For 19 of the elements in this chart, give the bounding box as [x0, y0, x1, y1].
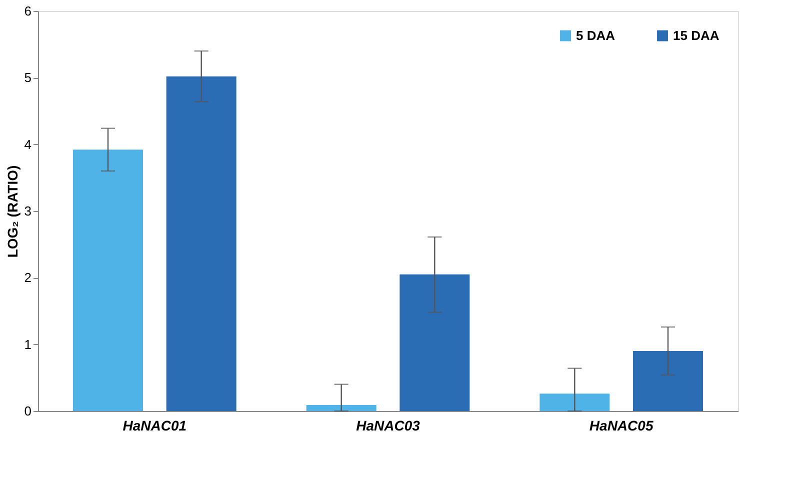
- x-tick-label: HaNAC05: [589, 418, 654, 434]
- y-tick-label: 1: [24, 336, 32, 352]
- bar: [400, 274, 470, 411]
- x-tick-label: HaNAC01: [122, 418, 187, 434]
- y-axis-title: LOG₂ (RATIO): [4, 165, 20, 258]
- x-tick-label: HaNAC03: [356, 418, 420, 434]
- legend-label: 15 DAA: [673, 28, 720, 43]
- y-tick-label: 3: [24, 204, 32, 218]
- y-tick-label: 4: [24, 136, 32, 152]
- bar: [633, 351, 703, 411]
- y-tick-label: 0: [24, 404, 32, 418]
- y-tick-label: 5: [24, 70, 32, 86]
- y-tick-label: 2: [24, 270, 32, 286]
- bar: [306, 405, 376, 411]
- bar: [73, 150, 143, 411]
- bar: [540, 394, 610, 411]
- legend-label: 5 DAA: [576, 28, 616, 43]
- bar: [166, 76, 236, 411]
- y-tick-label: 6: [24, 4, 32, 18]
